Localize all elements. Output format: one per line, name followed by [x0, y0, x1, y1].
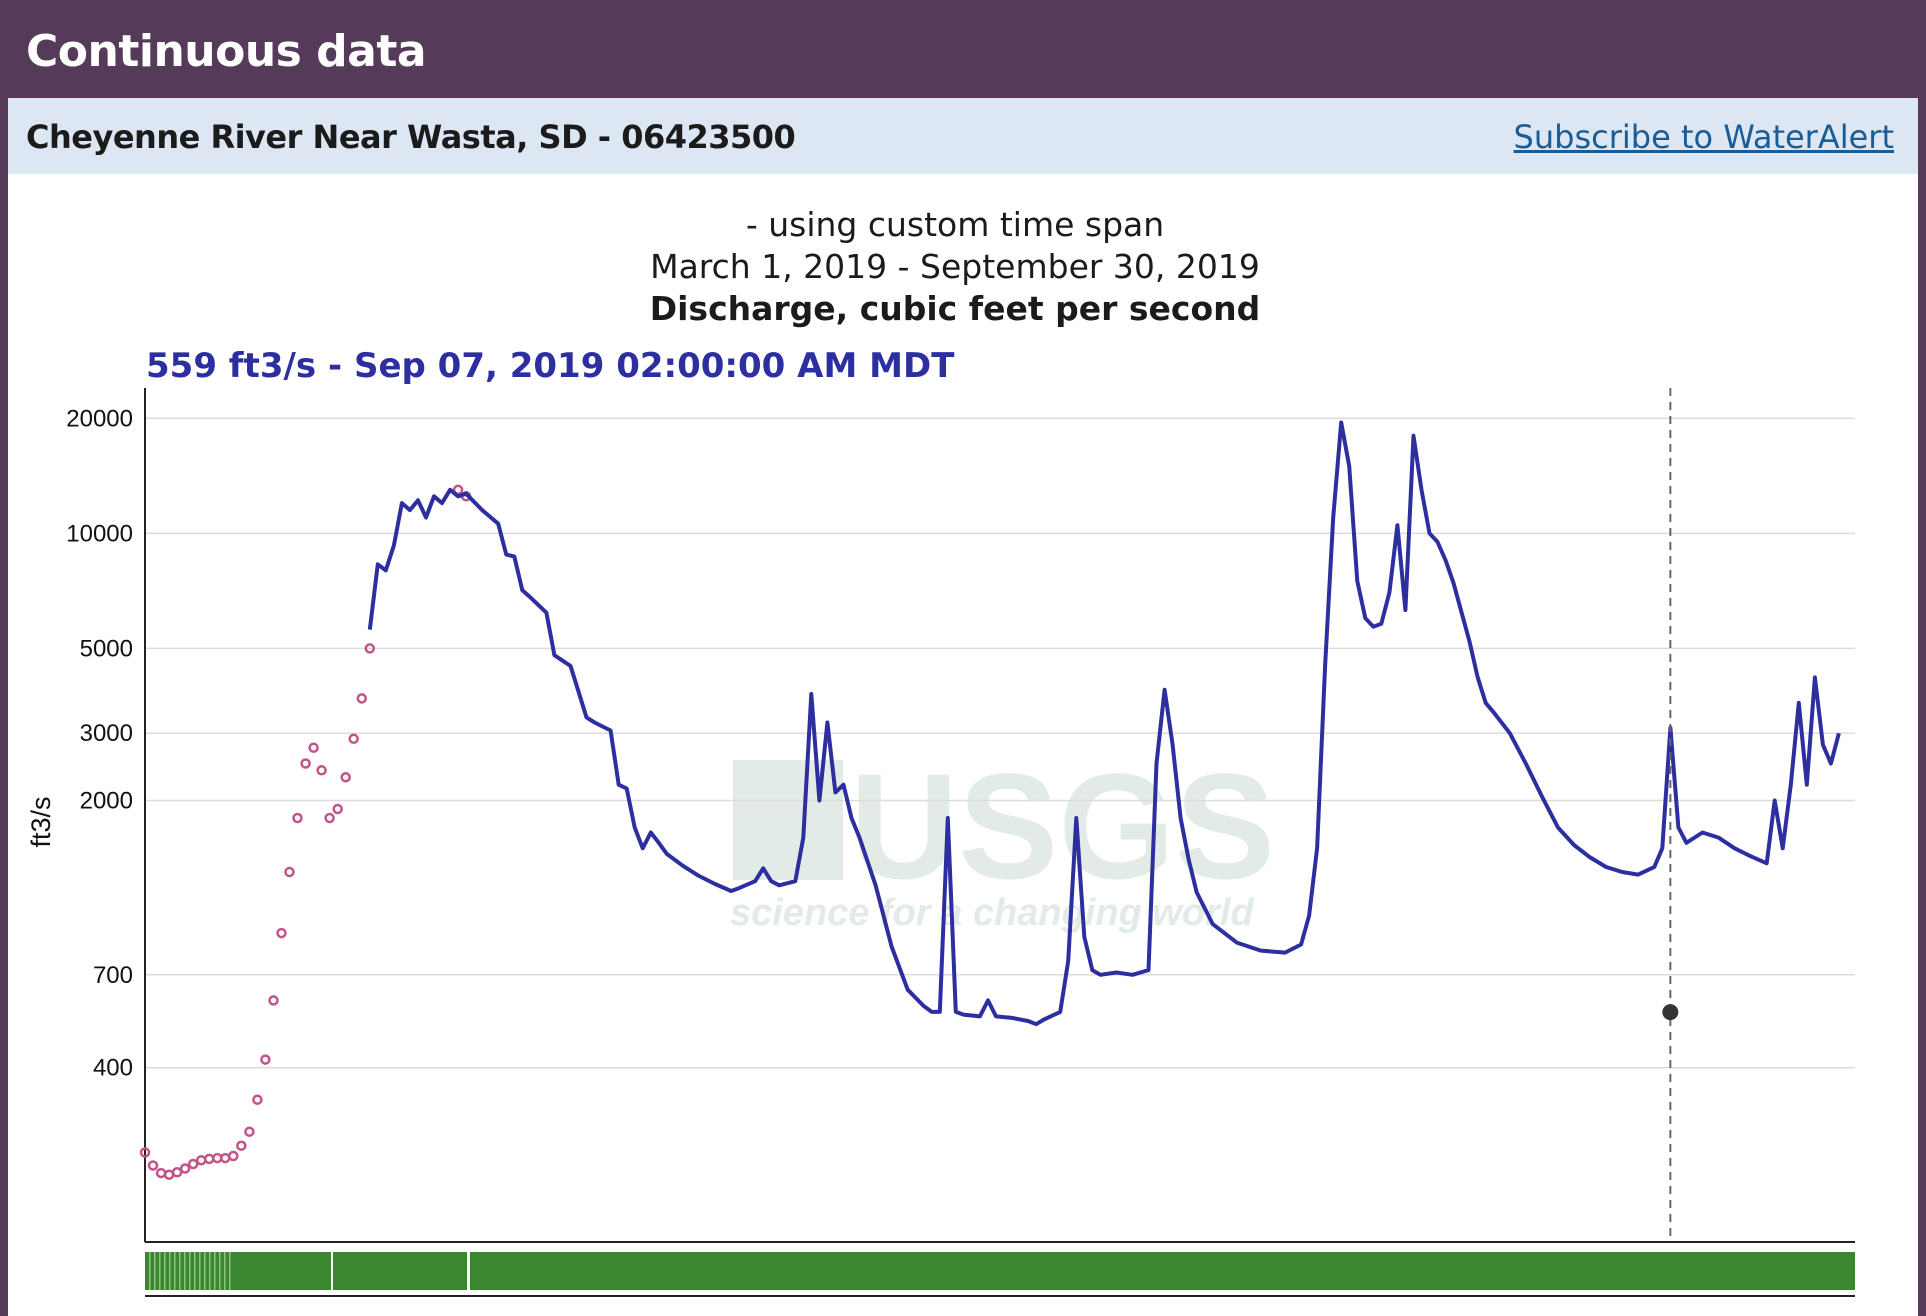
series-layer [139, 420, 1841, 1180]
availability-hatch-line [169, 1252, 171, 1290]
estimated-data-point [155, 1167, 167, 1179]
y-tick-label: 10000 [66, 520, 133, 547]
availability-hatch-line [209, 1252, 211, 1290]
estimated-data-point [195, 1155, 207, 1166]
availability-gap [467, 1252, 470, 1290]
chart-subtitle-timespan: - using custom time span [745, 205, 1165, 244]
availability-hatch-line [164, 1252, 166, 1290]
estimated-data-point [292, 812, 303, 824]
usgs-watermark: USGS science for a changing world [730, 742, 1275, 934]
y-tick-label: 3000 [80, 720, 133, 747]
usgs-tagline: science for a changing world [730, 892, 1254, 934]
estimated-data-point [147, 1160, 159, 1171]
station-bar: Cheyenne River Near Wasta, SD - 06423500… [8, 98, 1918, 174]
data-availability-bar [145, 1252, 1855, 1290]
estimated-data-point [203, 1153, 215, 1165]
availability-hatch-line [184, 1252, 186, 1290]
estimated-data-point [244, 1126, 255, 1137]
estimated-data-point [348, 733, 359, 745]
estimated-data-point [187, 1158, 199, 1170]
discharge-series-line [367, 420, 1841, 1027]
estimated-data-point [356, 693, 368, 704]
availability-hatch-line [179, 1252, 181, 1290]
availability-hatch-line [229, 1252, 231, 1290]
subscribe-wateralert-link[interactable]: Subscribe to WaterAlert [1513, 118, 1894, 156]
availability-hatch [149, 1252, 231, 1290]
y-tick-label: 400 [93, 1055, 133, 1082]
availability-hatch-line [189, 1252, 191, 1290]
panel-title: Continuous data [26, 26, 427, 77]
availability-hatch-line [199, 1252, 201, 1290]
tooltip-readout: 559 ft3/s - Sep 07, 2019 02:00:00 AM MDT [146, 346, 955, 386]
estimated-data-point [332, 803, 343, 815]
estimated-data-point [268, 995, 279, 1006]
estimated-data-point [179, 1163, 191, 1174]
estimated-data-point [276, 927, 287, 939]
estimated-data-point [340, 772, 351, 783]
availability-gap [331, 1252, 333, 1290]
estimated-data-point [308, 742, 319, 753]
usgs-logo-mark [733, 760, 843, 880]
usgs-logo-text: USGS [850, 742, 1275, 910]
availability-hatch-line [159, 1252, 161, 1290]
chart-subtitle-dates: March 1, 2019 - September 30, 2019 [650, 247, 1260, 286]
estimated-data-point [139, 1147, 151, 1158]
y-tick-label: 700 [93, 962, 133, 989]
estimated-data-point [284, 866, 295, 878]
estimated-data-point [260, 1054, 271, 1065]
availability-hatch-line [154, 1252, 156, 1290]
y-tick-label: 2000 [80, 788, 133, 815]
availability-hatch-line [224, 1252, 226, 1290]
estimated-data-point [300, 758, 311, 769]
panel-header: Continuous data [8, 6, 1918, 98]
estimated-data-point [228, 1150, 239, 1162]
y-axis-ticks: 400 700 2000 3000 5000 10000 20000 [66, 405, 133, 1081]
availability-fill [145, 1252, 1855, 1290]
estimated-data-point [252, 1094, 263, 1105]
chart-subtitle-parameter: Discharge, cubic feet per second [649, 289, 1261, 328]
y-axis-title: ft3/s [26, 796, 56, 847]
availability-hatch-line [204, 1252, 206, 1290]
estimated-data-point [324, 812, 335, 824]
availability-hatch-line [174, 1252, 176, 1290]
availability-hatch-line [194, 1252, 196, 1290]
gridlines [145, 417, 1855, 1069]
cursor-point [1662, 1004, 1679, 1021]
estimated-data-point [171, 1167, 183, 1178]
availability-hatch-line [149, 1252, 151, 1290]
station-name: Cheyenne River Near Wasta, SD - 06423500 [26, 118, 796, 156]
estimated-data-point [364, 643, 376, 654]
availability-hatch-line [214, 1252, 216, 1290]
y-tick-label: 20000 [66, 405, 133, 432]
y-tick-label: 5000 [80, 635, 133, 662]
estimated-data-point [236, 1140, 247, 1151]
availability-hatch-line [219, 1252, 221, 1290]
estimated-data-point [316, 765, 327, 776]
